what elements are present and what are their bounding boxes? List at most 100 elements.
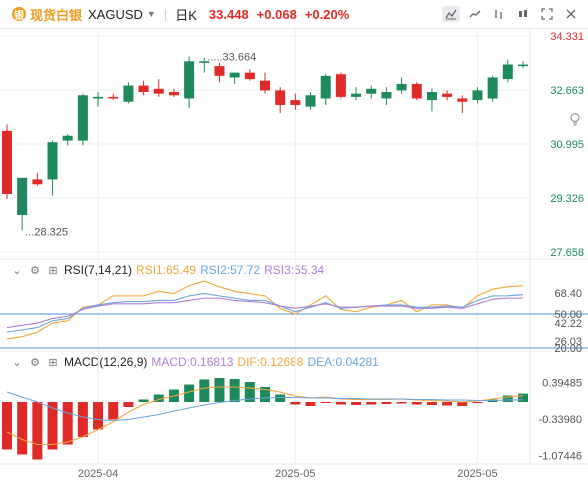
dif-label: DIF:0.12688	[237, 355, 304, 369]
x-axis-tick: 2025-05	[275, 468, 315, 480]
timeframe-selector[interactable]: 日K	[175, 7, 197, 23]
candle-body	[62, 135, 73, 141]
macd-bar	[62, 402, 73, 445]
x-axis-tick: 2025-04	[78, 468, 118, 480]
indicator-icon[interactable]: ⊞	[48, 264, 58, 277]
candle-body	[168, 92, 179, 96]
high-annotation: .....33.664	[207, 52, 256, 64]
macd-bar	[108, 402, 119, 420]
macd-bar	[442, 402, 453, 406]
macd-bar	[17, 402, 28, 455]
silver-coin-icon: 银	[12, 7, 26, 22]
candle-body	[260, 80, 270, 91]
macd-bar	[32, 402, 43, 460]
instrument-type[interactable]: 现货白银	[30, 7, 83, 23]
candle-body	[123, 85, 134, 102]
fullscreen-icon[interactable]	[538, 6, 556, 22]
collapse-icon[interactable]: ⌄	[12, 264, 22, 277]
candlestick-icon[interactable]	[514, 6, 532, 22]
price-axis-tick: 27.658	[550, 247, 584, 259]
candle-body	[381, 92, 392, 99]
macd-axis-tick: -0.33980	[539, 414, 582, 426]
bar-chart-icon[interactable]	[490, 6, 508, 22]
toolbar	[442, 6, 580, 22]
candle-body	[502, 64, 513, 80]
candle-body	[275, 90, 286, 105]
macd-bar	[335, 402, 346, 405]
close-icon[interactable]	[562, 6, 580, 22]
macd-label: MACD:0.16813	[151, 355, 234, 369]
price-axis-tick: 34.331	[550, 31, 584, 43]
rsi3-label: RSI3:55.34	[264, 263, 325, 277]
candle-body	[47, 142, 58, 180]
settings-icon[interactable]: ⚙	[30, 356, 40, 369]
indicator-icon[interactable]: ⊞	[48, 356, 58, 369]
rsi1-label: RSI1:65.49	[136, 263, 197, 277]
candle-body	[199, 61, 210, 63]
candle-body	[518, 64, 528, 67]
macd-bar	[47, 402, 58, 450]
chart-style-icon[interactable]	[442, 6, 460, 22]
candle-body	[138, 85, 149, 93]
macd-bar	[93, 402, 104, 430]
macd-bar	[199, 379, 210, 402]
candle-body	[396, 83, 407, 91]
macd-params: MACD(12,26,9)	[64, 355, 148, 369]
macd-bar	[244, 382, 255, 402]
macd-bar	[214, 378, 225, 402]
price-axis-tick: 29.326	[550, 193, 584, 205]
rsi-line-rsi1	[6, 280, 524, 340]
collapse-icon[interactable]: ⌄	[12, 356, 22, 369]
dea-line	[6, 391, 524, 422]
candle-body	[351, 93, 362, 97]
lightbulb-icon[interactable]	[568, 112, 582, 126]
macd-bar	[381, 402, 392, 404]
macd-bar	[502, 395, 513, 402]
dif-line	[6, 386, 524, 446]
price-axis-tick: 30.995	[550, 139, 584, 151]
last-price: 33.448	[208, 6, 249, 22]
price-change: +0.068	[256, 6, 297, 22]
settings-icon[interactable]: ⚙	[30, 264, 40, 277]
macd-bar	[305, 402, 316, 406]
candle-body	[108, 96, 119, 99]
macd-bar	[290, 402, 301, 405]
symbol-selector[interactable]: XAGUSD	[88, 6, 143, 22]
candle-body	[305, 95, 316, 107]
macd-bar	[2, 402, 12, 450]
macd-bar	[426, 402, 437, 405]
macd-bar	[184, 384, 195, 402]
rsi-axis-tick: 20.00	[554, 343, 582, 355]
macd-axis-tick: -1.07446	[539, 451, 582, 463]
macd-bar	[411, 402, 422, 405]
rsi-line-rsi2	[6, 293, 524, 333]
candle-body	[411, 83, 422, 99]
low-annotation: ...28.325	[25, 226, 68, 238]
macd-bar	[457, 402, 468, 406]
candle-body	[214, 66, 225, 76]
macd-axis-tick: 0.39485	[542, 377, 582, 389]
candle-body	[335, 74, 346, 97]
macd-bar	[275, 394, 286, 402]
macd-bar	[168, 389, 179, 402]
macd-bar	[518, 393, 528, 402]
candle-body	[153, 88, 164, 94]
rsi2-label: RSI2:57.72	[200, 263, 261, 277]
divider: |	[163, 6, 168, 22]
chevron-down-icon[interactable]: ▼	[146, 9, 156, 19]
dea-label: DEA:0.04281	[307, 355, 379, 369]
rsi-legend: ⌄ ⚙ ⊞ RSI(7,14,21) RSI1:65.49 RSI2:57.72…	[0, 263, 324, 277]
candle-body	[290, 100, 301, 105]
line-chart-icon[interactable]	[466, 6, 484, 22]
rsi-params: RSI(7,14,21)	[64, 263, 133, 277]
macd-bar	[153, 394, 164, 402]
candle-body	[32, 179, 43, 185]
candle-body	[229, 72, 240, 78]
candle-body	[184, 61, 195, 99]
candle-body	[457, 98, 468, 102]
candle-body	[17, 177, 28, 216]
candle-body	[442, 93, 453, 97]
candle-body	[93, 96, 104, 99]
macd-bar	[472, 402, 483, 403]
